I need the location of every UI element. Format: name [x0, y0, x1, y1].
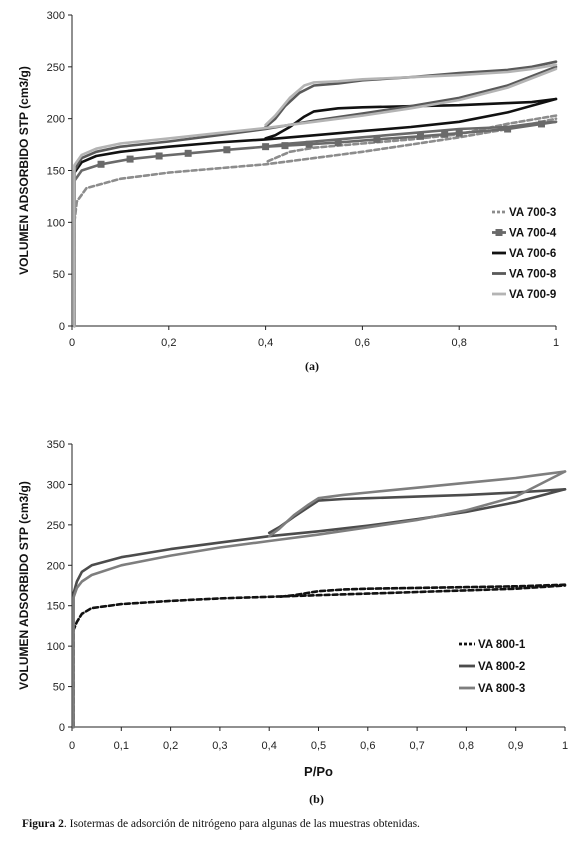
series-line-desorption	[264, 60, 558, 129]
y-tick-label: 50	[53, 269, 65, 281]
series-marker-square	[97, 160, 105, 168]
caption-text: . Isotermas de adsorción de nitrógeno pa…	[63, 818, 420, 830]
legend-label: VA 800-1	[478, 639, 526, 651]
series-marker-square	[537, 120, 545, 128]
y-tick-label: 0	[59, 321, 65, 333]
series-line-adsorption	[73, 97, 558, 328]
legend-label: VA 700-4	[509, 228, 557, 240]
series-line-adsorption	[73, 65, 558, 328]
series-line-desorption	[264, 120, 558, 148]
y-tick-label: 50	[53, 682, 65, 694]
y-tick-label: 200	[47, 114, 65, 126]
x-tick-label: 0,2	[161, 337, 176, 349]
series-marker-square	[184, 149, 192, 157]
x-axis-label: P/Po	[304, 764, 333, 779]
x-tick-label: 0,2	[163, 740, 178, 752]
y-tick-label: 150	[47, 166, 65, 178]
x-tick-label: 0,7	[409, 740, 424, 752]
y-tick-label: 0	[59, 722, 65, 734]
series-marker-square	[334, 139, 342, 147]
x-tick-label: 0	[69, 337, 75, 349]
caption-label: Figura 2	[22, 818, 64, 830]
x-tick-label: 0,8	[452, 337, 467, 349]
series-marker-square	[416, 132, 424, 140]
series-line-adsorption	[72, 470, 567, 729]
x-tick-label: 1	[562, 740, 568, 752]
x-tick-label: 0,6	[360, 740, 375, 752]
x-tick-label: 0,4	[262, 740, 277, 752]
series-marker-square	[305, 140, 313, 148]
x-tick-label: 0,9	[508, 740, 523, 752]
y-tick-label: 350	[47, 439, 65, 451]
series-marker-square	[441, 130, 449, 138]
y-axis-label: VOLUMEN ADSORBIDO STP (cm3/g)	[17, 481, 31, 690]
y-tick-label: 200	[47, 560, 65, 572]
legend-label: VA 800-2	[478, 661, 525, 673]
legend-label: VA 700-8	[509, 269, 557, 281]
series-line-desorption	[267, 487, 567, 535]
series-line-adsorption	[73, 67, 558, 328]
y-tick-label: 250	[47, 520, 65, 532]
legend-marker-square	[495, 229, 503, 236]
x-tick-label: 0,5	[311, 740, 326, 752]
y-tick-label: 100	[47, 217, 65, 229]
x-tick-label: 0,6	[355, 337, 370, 349]
series-line-desorption	[264, 63, 558, 127]
panel-label: (a)	[305, 359, 319, 373]
series-line-adsorption	[72, 584, 567, 729]
x-tick-label: 0,3	[212, 740, 227, 752]
chart-panel-a: 0 50 100 150 200 250 300 0 0,2 0,4 0,6 0,8 1 VOLUMEN …	[17, 10, 559, 373]
legend-label: VA 700-6	[509, 248, 556, 260]
series-line-desorption	[277, 583, 567, 599]
series-marker-square	[155, 152, 163, 160]
series-marker-square	[504, 125, 512, 133]
x-tick-label: 0,1	[114, 740, 129, 752]
series-line-adsorption	[73, 117, 558, 328]
series-line-adsorption	[73, 120, 558, 328]
figure-caption: Figura 2. Isotermas de adsorción de nitr…	[22, 818, 562, 830]
series-marker-square	[373, 135, 381, 143]
series-marker-square	[262, 143, 270, 151]
series-marker-square	[223, 146, 231, 154]
series-marker-square	[281, 142, 289, 150]
series-marker-square	[455, 129, 463, 137]
y-tick-label: 300	[47, 479, 65, 491]
legend-label: VA 700-3	[509, 207, 556, 219]
y-tick-label: 150	[47, 601, 65, 613]
legend-label: VA 800-3	[478, 683, 525, 695]
series-line-desorption	[267, 470, 567, 538]
chart-panel-b: 0 50 100 150 200 250 300 350 0 0,1 0,2 0,3 0,4 0,5 0,6…	[17, 439, 568, 806]
x-tick-label: 0,8	[459, 740, 474, 752]
series-marker-square	[126, 155, 134, 163]
x-tick-label: 0	[69, 740, 75, 752]
y-axis-label: VOLUMEN ADSORBIDO STP (cm3/g)	[17, 66, 31, 275]
legend-label: VA 700-9	[509, 289, 556, 301]
x-tick-label: 1	[553, 337, 559, 349]
y-tick-label: 100	[47, 641, 65, 653]
series-line-desorption	[264, 97, 558, 140]
y-tick-label: 300	[47, 10, 65, 22]
panel-label: (b)	[309, 792, 324, 806]
y-tick-label: 250	[47, 62, 65, 74]
x-tick-label: 0,4	[258, 337, 273, 349]
